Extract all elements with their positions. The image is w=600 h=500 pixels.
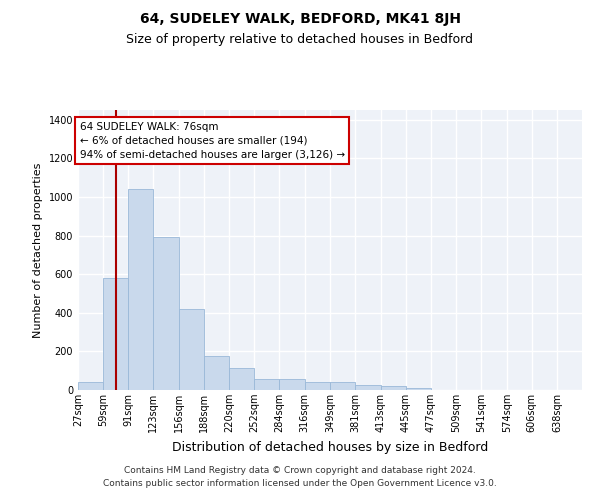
Y-axis label: Number of detached properties: Number of detached properties	[33, 162, 43, 338]
Bar	[128, 189, 153, 390]
Bar	[254, 379, 280, 390]
Bar	[204, 356, 229, 390]
Bar	[355, 385, 380, 390]
Bar	[380, 386, 406, 390]
Bar	[103, 278, 128, 390]
Bar	[78, 382, 103, 390]
Text: Size of property relative to detached houses in Bedford: Size of property relative to detached ho…	[127, 32, 473, 46]
Bar	[280, 379, 305, 390]
Bar	[179, 309, 204, 390]
Bar	[305, 382, 331, 390]
Bar	[331, 382, 355, 390]
Text: 64, SUDELEY WALK, BEDFORD, MK41 8JH: 64, SUDELEY WALK, BEDFORD, MK41 8JH	[139, 12, 461, 26]
Bar	[153, 238, 179, 390]
Bar	[229, 368, 254, 390]
Text: 64 SUDELEY WALK: 76sqm
← 6% of detached houses are smaller (194)
94% of semi-det: 64 SUDELEY WALK: 76sqm ← 6% of detached …	[80, 122, 344, 160]
Text: Contains HM Land Registry data © Crown copyright and database right 2024.
Contai: Contains HM Land Registry data © Crown c…	[103, 466, 497, 487]
X-axis label: Distribution of detached houses by size in Bedford: Distribution of detached houses by size …	[172, 440, 488, 454]
Bar	[406, 388, 431, 390]
